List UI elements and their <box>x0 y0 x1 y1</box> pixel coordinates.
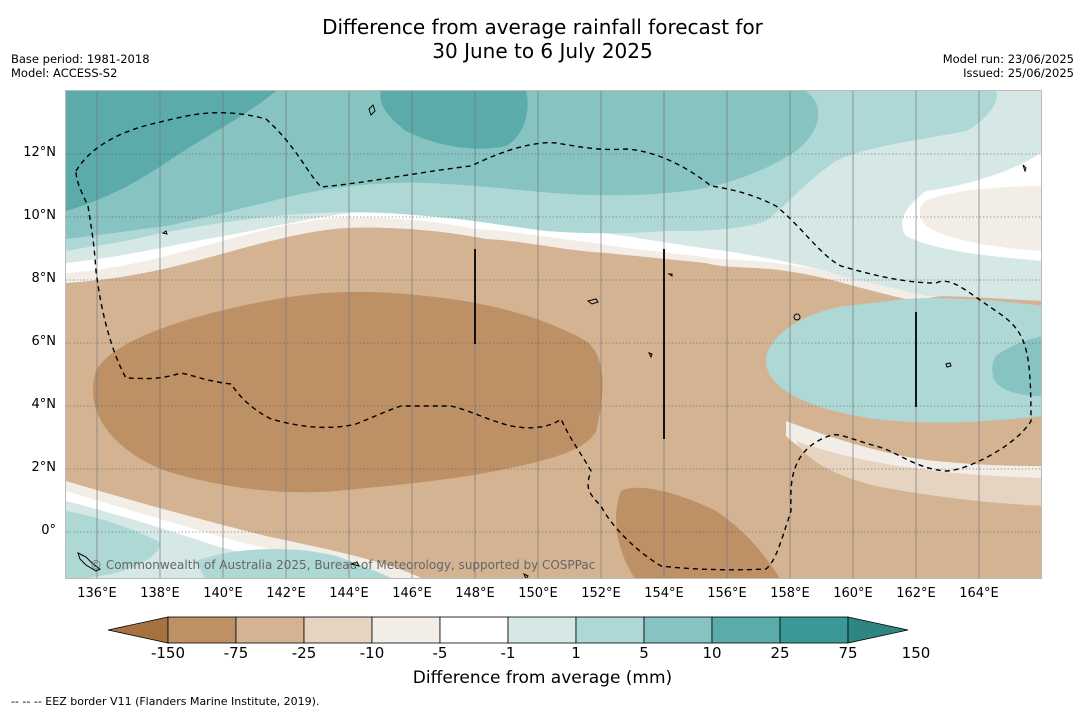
lon-label-156e: 156°E <box>707 586 747 601</box>
lat-label-12n: 12°N <box>23 145 56 160</box>
meta-right: Model run: 23/06/2025 Issued: 25/06/2025 <box>943 52 1074 80</box>
colorbar-tick-label: -150 <box>150 644 186 662</box>
rainfall-map <box>65 90 1042 579</box>
patch-light-dry-east <box>920 186 1041 251</box>
colorbar-tick-label: -75 <box>223 644 249 662</box>
lon-label-158e: 158°E <box>770 586 810 601</box>
colorbar-extend-low <box>108 616 169 644</box>
model-name: Model: ACCESS-S2 <box>11 66 118 80</box>
colorbar-cell <box>303 616 373 644</box>
colorbar <box>108 616 909 644</box>
map-title-line1: Difference from average rainfall forecas… <box>322 15 763 39</box>
band-very-wet-nw <box>66 91 276 211</box>
band-very-wet-north <box>380 91 528 149</box>
colorbar-tick-label: 10 <box>702 644 722 662</box>
blob-wetter-east <box>992 336 1041 396</box>
lon-label-144e: 144°E <box>329 586 369 601</box>
model-run: Model run: 23/06/2025 <box>942 52 1074 66</box>
lon-label-142e: 142°E <box>266 586 306 601</box>
colorbar-tick-label: -5 <box>432 644 448 662</box>
meta-left: Base period: 1981-2018 Model: ACCESS-S2 <box>11 52 150 80</box>
colorbar-tick-label: -1 <box>500 644 516 662</box>
colorbar-cell <box>643 616 713 644</box>
base-period: Base period: 1981-2018 <box>11 52 150 66</box>
lat-label-6n: 6°N <box>31 334 57 349</box>
colorbar-tick-label: 25 <box>770 644 790 662</box>
band-light-dry-southeast <box>786 421 1041 486</box>
lon-label-146e: 146°E <box>392 586 432 601</box>
colorbar-tick-label: -25 <box>291 644 317 662</box>
colorbar-cell <box>167 616 237 644</box>
map-canvas <box>66 91 1041 578</box>
lat-label-2n: 2°N <box>31 460 57 475</box>
colorbar-cell <box>235 616 305 644</box>
band-dry-southeast <box>796 441 1041 506</box>
eez-solid-segments <box>474 249 917 439</box>
map-title-line2: 30 June to 6 July 2025 <box>432 39 653 63</box>
lon-label-164e: 164°E <box>959 586 999 601</box>
eez-footnote: -- -- -- EEZ border V11 (Flanders Marine… <box>11 695 320 708</box>
lon-label-148e: 148°E <box>455 586 495 601</box>
colorbar-tick-label: 150 <box>901 644 931 662</box>
colorbar-cell <box>507 616 577 644</box>
colorbar-label: Difference from average (mm) <box>412 668 673 688</box>
colorbar-cell <box>439 616 509 644</box>
colorbar-cell <box>779 616 849 644</box>
copyright-credit: © Commonwealth of Australia 2025, Bureau… <box>90 558 596 572</box>
lon-label-136e: 136°E <box>77 586 117 601</box>
colorbar-tick-label: 5 <box>639 644 649 662</box>
lat-label-4n: 4°N <box>31 397 57 412</box>
lon-label-154e: 154°E <box>644 586 684 601</box>
eez-border <box>75 111 1032 571</box>
colorbar-cell <box>575 616 645 644</box>
lon-label-152e: 152°E <box>581 586 621 601</box>
colorbar-tick-label: -10 <box>359 644 385 662</box>
meridians <box>96 91 980 578</box>
colorbar-cell <box>371 616 441 644</box>
colorbar-tick-label: 1 <box>571 644 581 662</box>
issued-date: Issued: 25/06/2025 <box>963 66 1074 80</box>
lon-label-150e: 150°E <box>518 586 558 601</box>
lon-label-160e: 160°E <box>833 586 873 601</box>
lon-label-140e: 140°E <box>203 586 243 601</box>
colorbar-tick-label: 75 <box>838 644 858 662</box>
colorbar-extend-high <box>847 616 909 644</box>
patch-wet-south <box>196 549 392 578</box>
islands <box>77 104 1027 578</box>
lon-label-138e: 138°E <box>140 586 180 601</box>
colorbar-cell <box>711 616 781 644</box>
lat-label-10n: 10°N <box>23 208 56 223</box>
core-dry-south <box>616 487 780 578</box>
blob-wet-east <box>766 298 1041 423</box>
lat-label-8n: 8°N <box>31 271 57 286</box>
lat-label-0: 0° <box>41 523 56 538</box>
band-wet <box>66 91 819 239</box>
lon-label-162e: 162°E <box>896 586 936 601</box>
